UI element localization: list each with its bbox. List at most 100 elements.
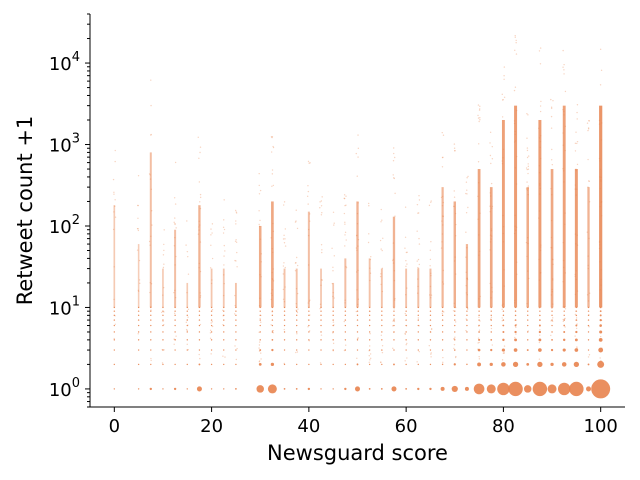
data-point-outlier bbox=[501, 116, 504, 118]
data-point-outlier bbox=[198, 229, 200, 231]
data-point-outlier bbox=[478, 355, 480, 358]
data-point-outlier bbox=[587, 264, 589, 267]
data-point-column bbox=[501, 119, 505, 308]
data-point-outlier bbox=[332, 270, 334, 272]
data-point-column bbox=[465, 244, 469, 308]
data-point bbox=[557, 382, 571, 396]
data-point bbox=[356, 349, 359, 351]
data-point-outlier bbox=[309, 314, 311, 316]
data-point-outlier bbox=[137, 290, 140, 293]
data-point bbox=[393, 310, 395, 312]
data-point bbox=[538, 324, 541, 327]
data-point bbox=[308, 363, 310, 366]
data-point bbox=[574, 348, 579, 352]
data-point-outlier bbox=[234, 294, 236, 297]
data-point-outlier bbox=[392, 160, 395, 162]
data-point-outlier bbox=[441, 220, 443, 222]
data-point-outlier bbox=[258, 304, 261, 307]
data-point-outlier bbox=[295, 287, 298, 290]
data-point-outlier bbox=[600, 335, 602, 338]
data-point-outlier bbox=[199, 295, 202, 297]
data-point-outlier bbox=[198, 157, 200, 160]
data-point-outlier bbox=[405, 265, 407, 268]
data-point bbox=[563, 310, 565, 312]
data-point-outlier bbox=[149, 174, 151, 176]
data-point-outlier bbox=[356, 212, 359, 215]
data-point-outlier bbox=[503, 75, 505, 77]
data-point-outlier bbox=[588, 326, 590, 328]
data-point bbox=[296, 349, 298, 351]
data-point-outlier bbox=[429, 258, 432, 261]
data-point-outlier bbox=[442, 215, 444, 217]
data-point-outlier bbox=[357, 156, 359, 158]
data-point bbox=[391, 386, 397, 392]
data-point-outlier bbox=[282, 238, 285, 240]
data-point-outlier bbox=[576, 188, 578, 190]
data-point bbox=[454, 314, 456, 317]
data-point-outlier bbox=[564, 149, 566, 152]
data-point bbox=[149, 387, 152, 391]
data-point bbox=[344, 314, 347, 317]
data-point bbox=[477, 362, 482, 367]
data-point-outlier bbox=[430, 297, 432, 299]
data-point-column bbox=[356, 201, 359, 308]
data-point-outlier bbox=[526, 149, 529, 152]
data-point-outlier bbox=[186, 220, 188, 222]
data-point-outlier bbox=[466, 307, 469, 309]
data-point-outlier bbox=[574, 313, 577, 316]
data-point-outlier bbox=[563, 73, 565, 75]
data-point-column bbox=[417, 268, 420, 308]
data-point-outlier bbox=[600, 284, 602, 286]
data-point-outlier bbox=[501, 304, 503, 306]
data-point bbox=[174, 349, 176, 351]
data-point bbox=[356, 324, 359, 327]
data-point-outlier bbox=[332, 266, 334, 269]
data-point-outlier bbox=[442, 361, 444, 364]
data-point-outlier bbox=[344, 231, 347, 234]
data-point bbox=[210, 331, 213, 333]
data-point bbox=[490, 314, 492, 317]
data-point-column bbox=[441, 187, 444, 308]
data-point-outlier bbox=[162, 254, 165, 256]
data-point bbox=[429, 339, 432, 341]
data-point-outlier bbox=[222, 324, 224, 326]
data-point-outlier bbox=[466, 306, 469, 309]
data-point-outlier bbox=[379, 275, 382, 278]
data-point-outlier bbox=[259, 189, 262, 192]
data-point-outlier bbox=[174, 223, 176, 226]
data-point-outlier bbox=[333, 222, 335, 224]
data-point-outlier bbox=[309, 299, 311, 301]
data-point-outlier bbox=[320, 244, 323, 246]
data-point bbox=[597, 360, 605, 368]
data-point bbox=[198, 314, 201, 317]
data-point-outlier bbox=[197, 136, 199, 138]
data-point bbox=[223, 339, 225, 341]
data-point-outlier bbox=[283, 328, 285, 331]
data-point-outlier bbox=[430, 200, 432, 202]
data-point-outlier bbox=[574, 188, 576, 190]
data-point bbox=[441, 363, 444, 366]
data-point-outlier bbox=[453, 260, 456, 262]
data-point-outlier bbox=[540, 271, 542, 274]
data-point bbox=[575, 324, 578, 327]
data-point-outlier bbox=[600, 359, 602, 362]
data-point-outlier bbox=[526, 113, 528, 115]
data-point-outlier bbox=[563, 305, 566, 308]
data-point bbox=[137, 349, 140, 351]
x-axis-ticks: 0 20 40 60 80 100 bbox=[109, 407, 618, 437]
data-point-outlier bbox=[502, 352, 505, 354]
data-point-outlier bbox=[258, 193, 261, 195]
data-point bbox=[526, 349, 529, 352]
data-point-outlier bbox=[491, 286, 493, 289]
data-point-column bbox=[380, 268, 383, 308]
data-point-outlier bbox=[139, 282, 141, 285]
data-point-outlier bbox=[489, 142, 491, 144]
data-point-outlier bbox=[453, 343, 456, 346]
data-point bbox=[417, 319, 419, 321]
data-point-outlier bbox=[515, 183, 518, 185]
data-point bbox=[381, 339, 383, 341]
data-point-outlier bbox=[575, 327, 578, 330]
data-point-outlier bbox=[284, 266, 286, 269]
data-point-column bbox=[222, 268, 225, 308]
data-point-outlier bbox=[586, 231, 588, 233]
